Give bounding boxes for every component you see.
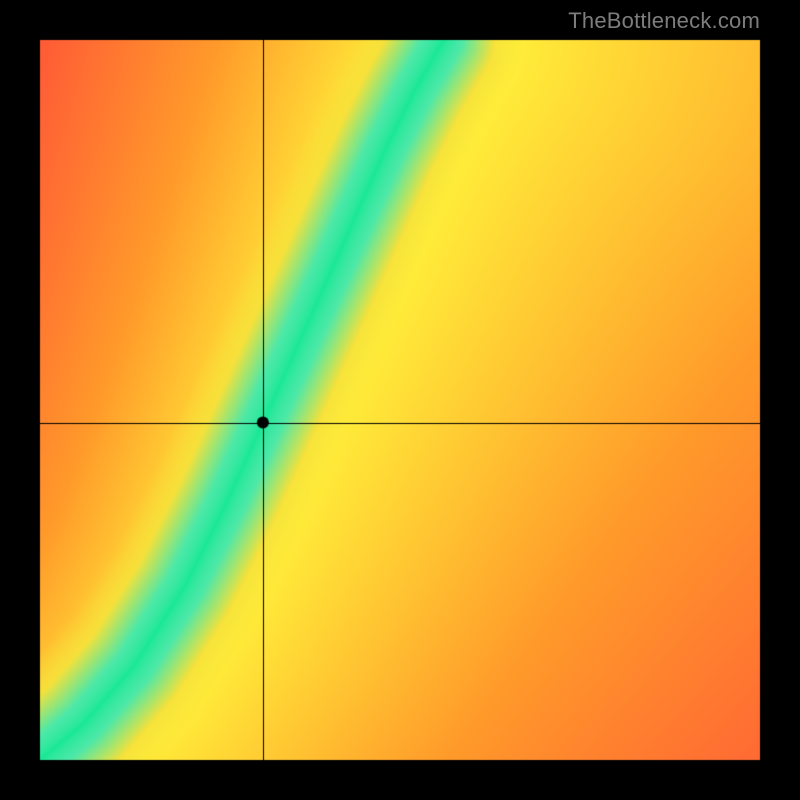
watermark-label: TheBottleneck.com [568,8,760,34]
bottleneck-heatmap [0,0,800,800]
